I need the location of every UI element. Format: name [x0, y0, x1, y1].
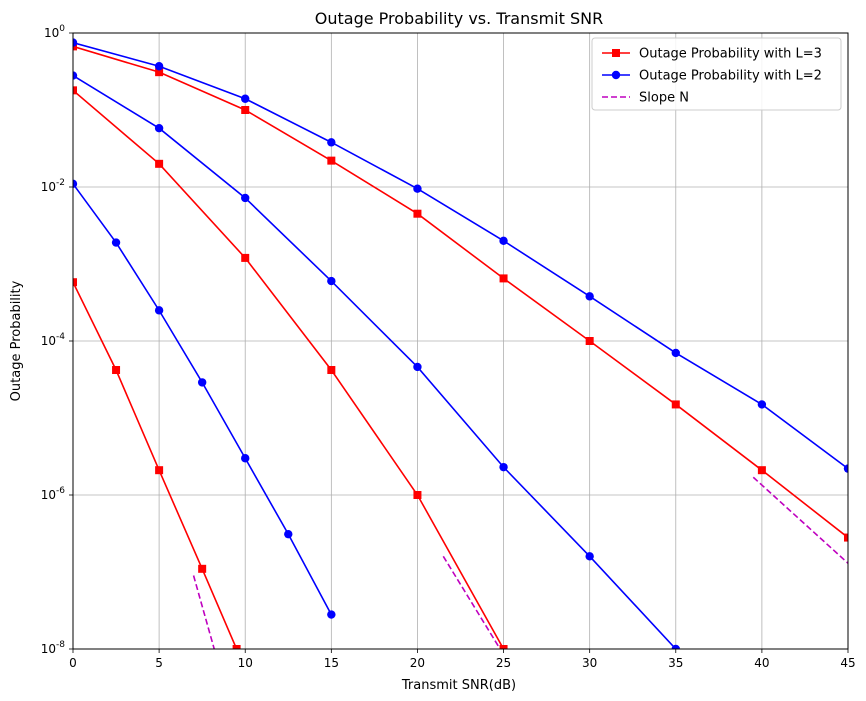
data-point-square: [327, 156, 336, 165]
data-point-square: [155, 159, 164, 168]
data-point-square: [73, 278, 77, 287]
y-tick-label: 100: [44, 24, 65, 40]
y-tick-label: 10-8: [41, 640, 66, 656]
data-point-circle: [585, 292, 594, 301]
data-point-circle: [154, 306, 164, 315]
y-tick-label: 10-4: [41, 332, 66, 348]
x-axis: 0 5 10 15 20 25 30 35 40 45: [69, 649, 856, 670]
data-point-square: [155, 68, 164, 77]
data-point-circle: [111, 238, 121, 247]
x-tick-label: 10: [238, 656, 253, 670]
data-point-circle: [671, 348, 680, 358]
slope-n-line: [192, 575, 215, 649]
data-point-square: [73, 42, 77, 51]
y-tick-label: 10-2: [41, 178, 65, 194]
data-point-circle: [327, 138, 336, 147]
data-point-circle: [73, 38, 78, 47]
data-point-square: [155, 466, 164, 475]
data-point-square: [232, 645, 241, 649]
legend-label: Slope N: [639, 91, 689, 106]
legend-label: Outage Probability with L=2: [639, 69, 822, 84]
data-point-square: [198, 564, 207, 573]
series-line-L2: [73, 74, 677, 649]
x-tick-label: 0: [69, 656, 77, 670]
y-tick-label: 10-6: [41, 486, 66, 502]
data-point-circle: [327, 610, 336, 619]
data-point-circle: [73, 71, 78, 80]
data-point-square: [844, 533, 848, 542]
data-point-square: [327, 366, 336, 375]
data-point-circle: [154, 124, 164, 133]
data-point-circle: [671, 644, 680, 649]
x-tick-label: 15: [324, 656, 339, 670]
x-tick-label: 40: [754, 656, 769, 670]
data-point-circle: [413, 184, 422, 193]
data-point-circle: [241, 193, 250, 203]
plot-area: [73, 38, 848, 649]
x-axis-title: Transmit SNR(dB): [401, 678, 516, 693]
series-line-L3: [73, 45, 848, 539]
data-point-circle: [413, 362, 422, 372]
x-tick-label: 5: [155, 656, 163, 670]
data-point-circle: [585, 552, 594, 561]
data-point-circle: [499, 462, 508, 472]
data-point-square: [499, 645, 508, 649]
data-point-circle: [241, 454, 250, 463]
x-tick-label: 45: [840, 656, 855, 670]
data-point-circle: [73, 179, 78, 189]
series-line-L3: [73, 89, 505, 649]
data-point-circle: [154, 62, 164, 71]
slope-n-line: [442, 555, 501, 649]
legend-marker-circle: [611, 70, 621, 80]
legend-label: Outage Probability with L=3: [639, 47, 822, 62]
data-point-square: [671, 400, 680, 409]
data-point-square: [241, 253, 250, 262]
data-point-circle: [327, 276, 336, 286]
data-point-square: [112, 366, 121, 375]
data-point-circle: [284, 529, 293, 539]
data-point-circle: [499, 236, 508, 246]
data-point-circle: [241, 94, 250, 103]
x-tick-label: 20: [410, 656, 425, 670]
slope-n-line: [752, 476, 848, 564]
series-line-L2: [73, 41, 848, 470]
y-axis: 10-8 10-6 10-4 10-2 100: [41, 24, 73, 656]
data-point-square: [499, 274, 508, 283]
x-tick-label: 25: [496, 656, 511, 670]
grid: [72, 32, 849, 650]
data-point-circle: [757, 400, 767, 409]
data-point-square: [241, 106, 250, 114]
data-point-square: [413, 209, 422, 218]
data-point-square: [73, 86, 77, 95]
series-line-L3: [73, 281, 238, 649]
legend: Outage Probability with L=3 Outage Probab…: [591, 37, 842, 111]
chart-title: Outage Probability vs. Transmit SNR: [315, 9, 603, 28]
y-axis-title: Outage Probability: [9, 280, 24, 401]
legend-box: [591, 37, 842, 111]
data-point-circle: [843, 464, 848, 473]
series-line-L2: [73, 183, 333, 615]
data-point-square: [757, 466, 766, 475]
x-tick-label: 30: [582, 656, 597, 670]
data-point-square: [413, 491, 422, 499]
legend-marker-square: [612, 49, 620, 57]
data-point-square: [585, 337, 594, 345]
x-tick-label: 35: [668, 656, 683, 670]
data-point-circle: [197, 378, 207, 387]
